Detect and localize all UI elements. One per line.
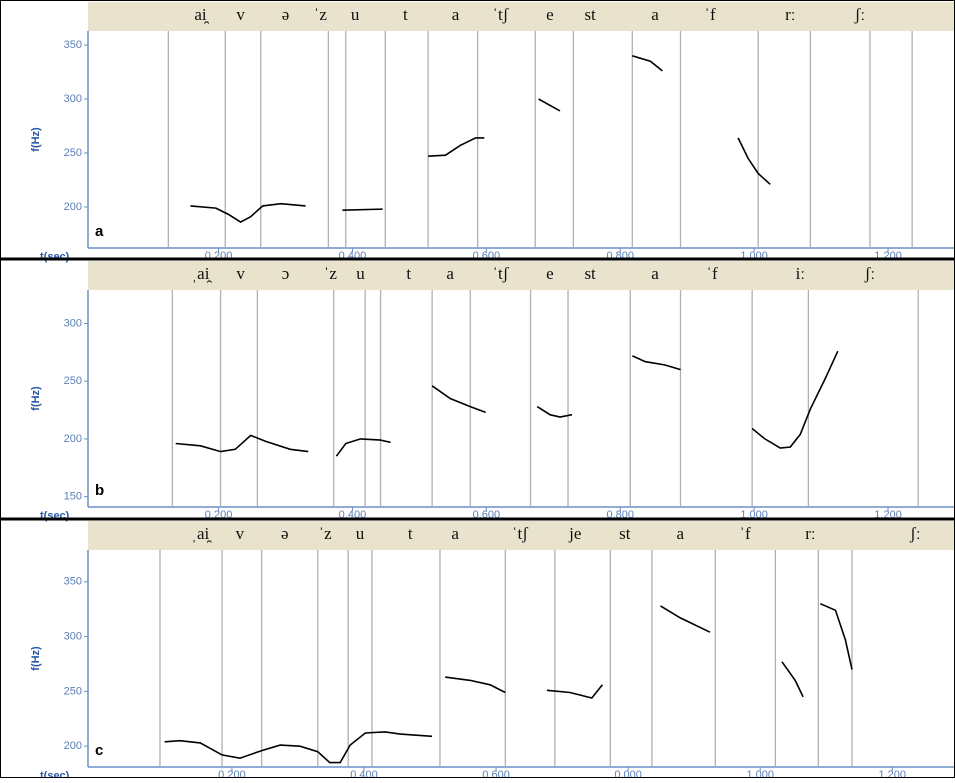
segment-label: t [406,264,411,283]
y-tick-label: 350 [64,39,82,51]
segment-label: ˈz [324,264,338,283]
segment-label: ˈf [739,524,751,543]
segment-label: u [356,264,365,283]
y-tick-label: 250 [64,685,82,697]
segment-label: a [451,524,459,543]
y-axis-label: f(Hz) [30,386,42,411]
x-tick-label: 0.600 [482,769,510,778]
x-axis-label: t(sec) [40,251,70,263]
segment-bar [88,521,955,550]
segment-label: ʃː [864,264,875,283]
y-tick-label: 250 [64,147,82,159]
segment-label: je [568,524,581,543]
segment-label: a [651,264,659,283]
segment-label: u [356,524,365,543]
segment-label: v [236,5,245,24]
segment-label: ə [281,524,289,543]
segment-label: e [546,5,554,24]
segment-label: ˌai̯ [191,524,212,543]
pitch-contour [175,350,839,457]
y-tick-label: 300 [64,317,82,329]
segment-label: a [677,524,685,543]
panel-letter: b [95,482,104,499]
segment-label: ə [282,5,290,24]
segment-label: ˈtʃ [492,264,508,283]
segment-label: rː [785,5,795,24]
segment-label: ʃː [909,524,920,543]
segment-label: ˌai̯ [192,264,213,283]
x-tick-label: 1.000 [746,769,774,778]
segment-label: a [651,5,659,24]
x-tick-label: 0.200 [218,769,246,778]
segment-label: ˈz [314,5,328,24]
segment-label: ˈtʃ [492,5,508,24]
y-tick-label: 200 [64,433,82,445]
segment-label: a [446,264,454,283]
segment-label: u [351,5,360,24]
segment-label: ˈtʃ [512,524,528,543]
segment-label: st [584,5,596,24]
y-tick-label: 250 [64,375,82,387]
segment-bar [88,261,955,290]
segment-label: ˈz [318,524,332,543]
pitch-contour [164,602,853,764]
segment-label: t [408,524,413,543]
y-axis-label: f(Hz) [30,646,42,671]
y-axis-label: f(Hz) [30,127,42,152]
segment-label: ʃː [854,5,865,24]
segment-label: a [452,5,460,24]
x-axis-label: t(sec) [40,770,70,778]
y-tick-label: 200 [64,740,82,752]
pitch-contour [190,55,771,224]
segment-label: ˈf [704,5,716,24]
segment-label: ɔ [282,264,290,283]
segment-label: st [584,264,596,283]
panel-letter: a [95,223,104,240]
x-tick-label: 1.200 [879,769,907,778]
segment-label: v [236,524,245,543]
segment-label: ˈf [706,264,718,283]
y-tick-label: 300 [64,630,82,642]
segment-label: rː [805,524,815,543]
segment-label: st [619,524,631,543]
segment-bar [88,2,955,31]
panel-letter: c [95,742,103,759]
segment-label: e [546,264,554,283]
y-tick-label: 200 [64,201,82,213]
y-tick-label: 300 [64,93,82,105]
segment-label: ai̯ [194,5,209,24]
x-tick-label: 0.400 [350,769,378,778]
segment-label: iː [796,264,805,283]
y-tick-label: 350 [64,576,82,588]
segment-label: t [403,5,408,24]
y-tick-label: 150 [64,491,82,503]
segment-label: v [236,264,245,283]
x-tick-label: 0.000 [614,769,642,778]
